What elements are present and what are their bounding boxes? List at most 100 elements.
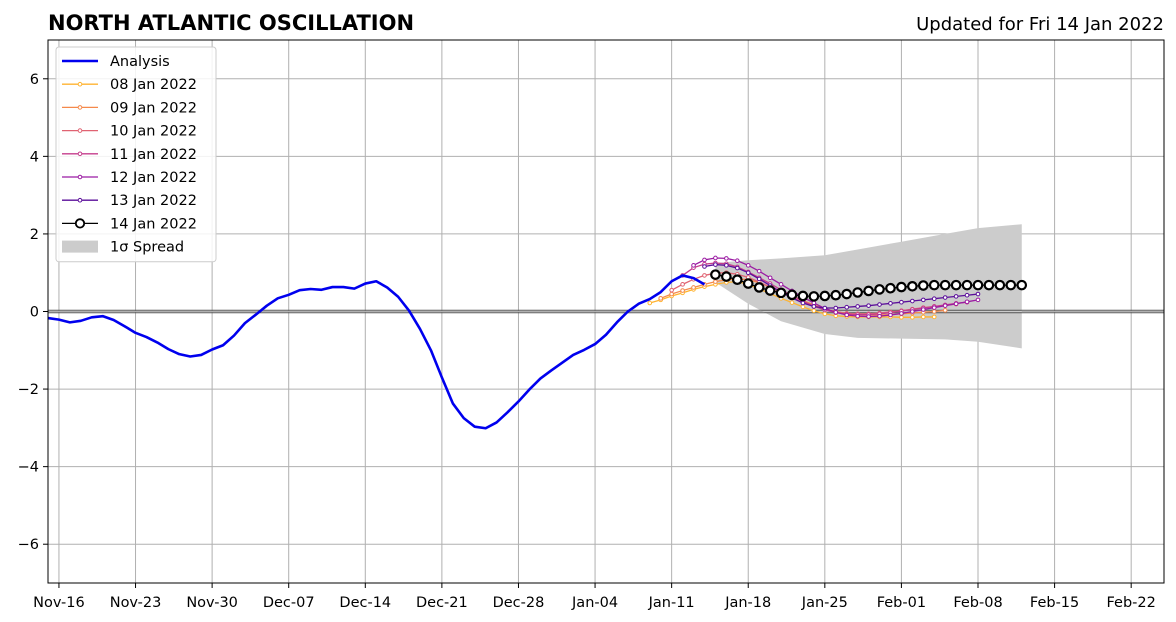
forecast-point <box>928 279 940 291</box>
legend-marker <box>77 174 83 180</box>
legend-marker <box>74 218 86 229</box>
forecast-point <box>702 264 707 269</box>
forecast-point <box>961 279 973 291</box>
forecast-point <box>964 292 970 298</box>
legend-swatch <box>62 240 98 253</box>
legend-label: 12 Jan 2022 <box>110 170 197 186</box>
forecast-point <box>942 295 948 300</box>
forecast-point <box>734 265 740 271</box>
analysis-line <box>47 274 706 430</box>
forecast-point <box>964 299 970 305</box>
forecast-point <box>910 309 915 314</box>
legend-entry: 10 Jan 2022 <box>62 124 197 140</box>
series-lines <box>47 255 1028 430</box>
legend-entry: 11 Jan 2022 <box>62 147 197 163</box>
legend-box <box>55 46 217 263</box>
forecast-point <box>888 312 893 318</box>
forecast-point <box>910 298 915 304</box>
forecast-point <box>950 279 962 291</box>
zero-line <box>48 309 1164 314</box>
forecast-point <box>920 307 926 312</box>
x-tick-label: Feb-22 <box>1106 595 1155 611</box>
legend-entry: 14 Jan 2022 <box>62 216 197 232</box>
forecast-point <box>756 276 762 282</box>
forecast-point <box>713 279 718 284</box>
forecast-point <box>775 287 787 299</box>
legend-label: Analysis <box>110 54 170 70</box>
x-tick-label: Jan-11 <box>648 595 695 611</box>
y-axis-ticks: −6 −4 −2 0 2 4 6 <box>18 72 48 553</box>
forecast-point <box>920 297 926 303</box>
forecast-point <box>731 274 743 285</box>
x-tick-label: Feb-15 <box>1030 595 1079 611</box>
forecast-point <box>822 311 828 317</box>
forecast-point <box>734 258 740 263</box>
forecast-point <box>680 282 685 287</box>
legend-entry: 12 Jan 2022 <box>62 170 197 186</box>
forecast-point <box>680 288 685 293</box>
legend-entry: 08 Jan 2022 <box>62 77 197 93</box>
forecast-point <box>844 304 850 310</box>
forecast-point <box>833 309 839 315</box>
forecast-point <box>713 255 718 261</box>
x-tick-label: Feb-01 <box>877 595 926 611</box>
chart-title: NORTH ATLANTIC OSCILLATION <box>48 11 414 35</box>
legend-label: 13 Jan 2022 <box>110 193 197 209</box>
forecast-point <box>866 314 871 319</box>
forecast-point <box>931 314 937 320</box>
forecast-point <box>841 288 853 300</box>
x-tick-label: Dec-21 <box>416 595 468 611</box>
forecast-point <box>789 300 795 305</box>
forecast-point <box>939 279 951 291</box>
forecast-point <box>899 311 904 316</box>
forecast-point <box>647 300 653 306</box>
forecast-point <box>899 299 904 305</box>
legend-entry: 13 Jan 2022 <box>62 193 197 209</box>
forecast-point <box>907 280 918 292</box>
legend: Analysis 08 Jan 2022 09 Jan 2022 10 Jan 202… <box>55 46 217 263</box>
forecast-point <box>833 305 839 311</box>
forecast-point <box>742 278 754 289</box>
y-tick-label: −6 <box>18 537 39 553</box>
forecast-point <box>896 281 907 293</box>
forecast-point <box>877 313 882 319</box>
forecast-point <box>852 287 863 298</box>
forecast-point <box>702 257 707 263</box>
forecast-point <box>855 304 860 309</box>
legend-label: 10 Jan 2022 <box>110 124 197 140</box>
x-tick-label: Dec-07 <box>263 595 315 611</box>
y-tick-label: 6 <box>30 72 39 88</box>
forecast-point <box>778 282 784 287</box>
legend-marker <box>77 128 83 133</box>
x-axis-ticks: Nov-16 Nov-23 Nov-30 Dec-07 Dec-14 Dec-21 Dec-… <box>33 583 1156 611</box>
x-tick-label: Dec-14 <box>339 595 391 611</box>
forecast-point <box>910 315 915 320</box>
forecast-point <box>931 296 937 302</box>
legend-label: 14 Jan 2022 <box>110 216 197 232</box>
legend-entry: 1σ Spread <box>62 240 184 256</box>
legend-entry: Analysis <box>62 54 170 70</box>
forecast-point <box>920 314 926 320</box>
y-tick-label: −2 <box>18 382 39 398</box>
forecast-point <box>844 312 850 318</box>
forecast-point <box>745 263 751 268</box>
forecast-point <box>983 279 995 291</box>
legend-label: 09 Jan 2022 <box>110 100 197 116</box>
x-tick-label: Nov-23 <box>110 595 162 611</box>
legend-marker <box>77 151 83 157</box>
x-tick-label: Jan-18 <box>724 595 771 611</box>
forecast-series <box>710 269 1028 302</box>
x-tick-label: Nov-30 <box>186 595 238 611</box>
forecast-point <box>888 301 893 306</box>
legend-label: 11 Jan 2022 <box>110 147 197 163</box>
forecast-point <box>811 308 817 314</box>
forecast-point <box>724 256 729 261</box>
forecast-point <box>669 291 674 297</box>
forecast-point <box>753 282 765 293</box>
y-tick-label: −4 <box>18 460 39 476</box>
forecast-point <box>710 269 721 280</box>
forecast-point <box>658 296 664 301</box>
forecast-point <box>702 273 707 278</box>
forecast-point <box>953 301 959 307</box>
